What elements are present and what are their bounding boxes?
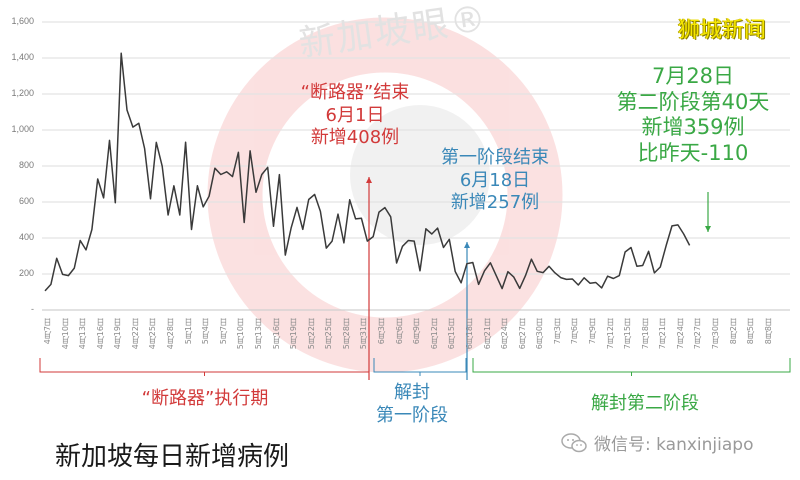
x-tick-label: 6月24日: [500, 318, 510, 350]
x-tick-label: 5月25日: [324, 318, 334, 350]
chart-title: 新加坡每日新增病例: [55, 442, 290, 472]
x-tick-label: 5月19日: [289, 318, 299, 350]
x-tick-label: 5月1日: [183, 318, 193, 345]
annotation-line: 6月18日: [459, 169, 531, 191]
x-tick-label: 7月12日: [605, 318, 615, 350]
x-tick-label: 6月15日: [447, 318, 457, 350]
y-tick-label: 1,400: [11, 52, 34, 62]
period-label-phase2: 解封第二阶段: [591, 393, 699, 414]
x-tick-label: 6月3日: [377, 318, 387, 345]
annotation-line: 6月1日: [325, 104, 385, 126]
x-tick-label: 7月18日: [640, 318, 650, 350]
x-tick-label: 4月22日: [130, 318, 140, 350]
y-tick-label: 800: [18, 160, 34, 170]
annotation-line: 比昨天-110: [637, 140, 749, 165]
x-tick-label: 5月13日: [253, 318, 263, 350]
annotation-line: 新增408例: [310, 127, 400, 148]
annotation-line: 第一阶段结束: [441, 147, 549, 168]
x-tick-label: 6月18日: [464, 318, 474, 350]
x-tick-label: 4月7日: [43, 318, 52, 345]
x-tick-label: 4月13日: [78, 318, 88, 350]
x-tick-label: 7月27日: [693, 318, 703, 350]
annotation-latest: 7月28日 第二阶段第40天 新增359例 比昨天-110: [598, 64, 788, 166]
x-tick-label: 4月28日: [166, 318, 176, 350]
x-tick-label: 6月6日: [394, 318, 404, 345]
x-tick-label: 5月28日: [341, 318, 351, 350]
annotation-line: 新增257例: [450, 192, 540, 213]
x-tick-label: 7月21日: [658, 318, 668, 350]
annotation-phase1-end: 第一阶段结束 6月18日 新增257例: [425, 147, 565, 215]
x-tick-label: 6月21日: [482, 318, 492, 350]
y-tick-label: -: [31, 304, 34, 314]
annotation-circuit-breaker-end: “断路器”结束 6月1日 新增408例: [290, 82, 420, 150]
x-tick-label: 7月24日: [675, 318, 685, 350]
x-tick-label: 6月9日: [412, 318, 422, 345]
y-tick-label: 200: [18, 268, 34, 278]
x-tick-label: 7月9日: [587, 318, 597, 345]
y-tick-label: 1,000: [11, 124, 34, 134]
x-tick-label: 6月30日: [535, 318, 545, 350]
y-tick-label: 1,600: [11, 16, 34, 26]
brand-logo: 狮城新闻: [678, 18, 767, 43]
x-tick-label: 5月22日: [306, 318, 316, 350]
x-tick-label: 4月25日: [148, 318, 158, 350]
x-tick-label: 7月6日: [570, 318, 580, 345]
wechat-icon: [561, 432, 587, 452]
x-tick-label: 4月16日: [95, 318, 105, 350]
x-tick-label: 6月27日: [517, 318, 527, 350]
annotation-line: 第二阶段第40天: [616, 89, 770, 114]
wechat-label: 微信号: kanxinjiapo: [594, 435, 754, 455]
x-tick-label: 6月12日: [429, 318, 439, 350]
x-tick-label: 5月4日: [201, 318, 211, 345]
x-tick-label: 8月2日: [728, 318, 738, 345]
period-label-circuit-breaker: “断路器”执行期: [141, 388, 269, 409]
period-label-phase1: 解封 第一阶段: [362, 382, 462, 427]
x-tick-label: 7月3日: [552, 318, 562, 345]
x-tick-label: 5月10日: [236, 318, 246, 350]
daily-cases-line: [44, 52, 691, 292]
annotation-line: “断路器”结束: [300, 82, 410, 103]
x-tick-label: 5月7日: [218, 318, 228, 345]
y-tick-label: 1,200: [11, 88, 34, 98]
wechat-account: 微信号: kanxinjiapo: [560, 430, 753, 455]
y-tick-label: 600: [18, 196, 34, 206]
period-label-line: 第一阶段: [376, 404, 448, 426]
x-tick-label: 8月8日: [763, 318, 773, 345]
x-tick-label: 4月10日: [60, 318, 70, 350]
x-tick-label: 8月5日: [746, 318, 756, 345]
y-tick-label: 400: [18, 232, 34, 242]
x-tick-label: 5月31日: [359, 318, 369, 350]
period-label-line: 解封: [394, 382, 430, 403]
annotation-line: 新增359例: [641, 115, 745, 140]
x-tick-label: 7月15日: [623, 318, 633, 350]
x-tick-label: 4月19日: [113, 318, 123, 350]
annotation-line: 7月28日: [651, 64, 735, 88]
watermark-logo: [207, 17, 563, 373]
x-tick-label: 5月16日: [271, 318, 281, 350]
x-tick-label: 7月30日: [711, 318, 721, 350]
